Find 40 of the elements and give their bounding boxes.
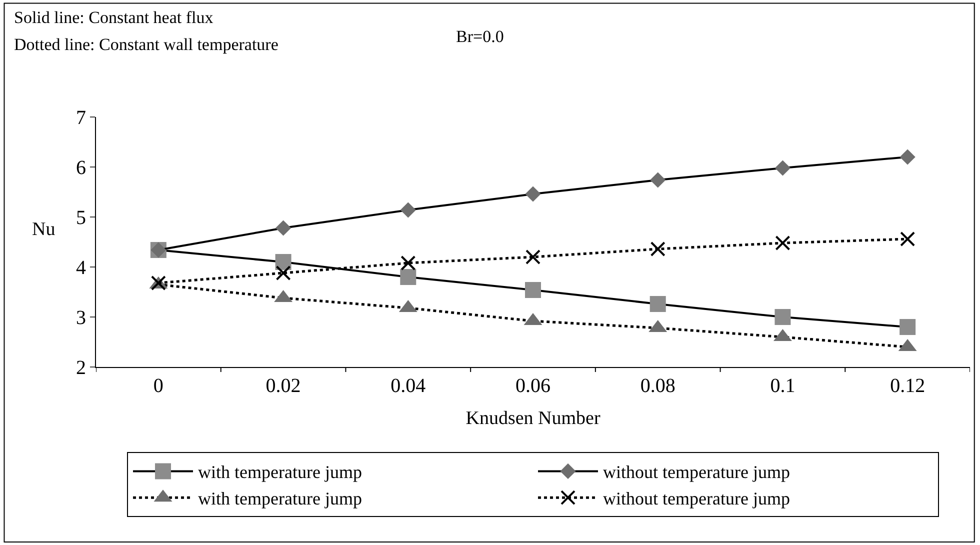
y-axis-title: Nu	[32, 219, 56, 240]
point	[400, 202, 416, 218]
point	[526, 250, 540, 264]
y-tick-label: 2	[76, 357, 86, 379]
point	[775, 236, 790, 250]
x-tick-label: 0.08	[640, 375, 676, 397]
text: Br=0.0	[456, 27, 504, 46]
legend-label: without temperature jump	[603, 488, 790, 509]
point	[650, 242, 666, 256]
legend-label: with temperature jump	[198, 488, 362, 509]
point	[275, 254, 292, 270]
y-tick-label: 3	[76, 307, 86, 329]
y-tick-label: 6	[76, 157, 86, 179]
point	[774, 309, 791, 325]
point	[276, 266, 291, 280]
x-tick-label: 0	[153, 375, 164, 397]
legend-label: with temperature jump	[198, 462, 362, 482]
y-tick-label: 7	[76, 107, 86, 129]
point	[900, 319, 916, 335]
point	[900, 232, 916, 246]
point	[774, 160, 791, 176]
point	[525, 282, 541, 298]
point	[400, 269, 416, 285]
text: Solid line: Constant heat flux	[14, 8, 214, 27]
legend-label: without temperature jump	[603, 462, 790, 482]
point	[525, 186, 541, 202]
text: Dotted line: Constant wall temperature	[14, 35, 278, 54]
x-tick-label: 0.04	[390, 375, 426, 397]
x-tick-label: 0.06	[516, 375, 550, 397]
point	[900, 149, 916, 165]
x-tick-label: 0.1	[770, 375, 796, 397]
point	[650, 172, 666, 188]
point	[275, 220, 292, 236]
y-tick-label: 4	[76, 257, 86, 279]
x-axis-title: Knudsen Number	[466, 408, 601, 429]
point	[400, 256, 416, 270]
x-tick-label: 0.02	[266, 375, 301, 397]
y-tick-label: 5	[76, 207, 86, 229]
x-tick-label: 0.12	[890, 375, 926, 397]
point	[650, 296, 666, 312]
